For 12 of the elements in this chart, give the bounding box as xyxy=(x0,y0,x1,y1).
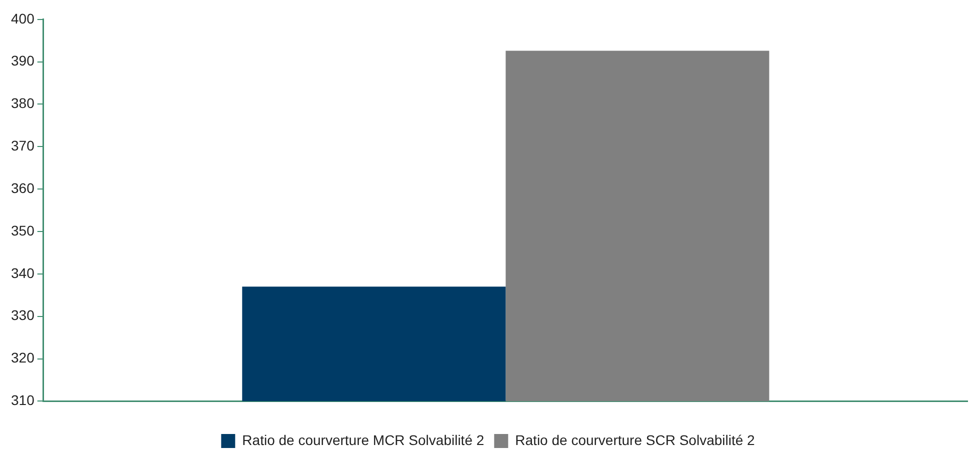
y-tick-label: 330 xyxy=(11,307,35,324)
y-tick-label: 360 xyxy=(11,180,35,196)
legend-label: Ratio de courverture MCR Solvabilité 2 xyxy=(242,432,484,448)
y-tick-label: 380 xyxy=(11,95,35,112)
legend-label: Ratio de courverture SCR Solvabilité 2 xyxy=(515,432,756,448)
y-tick-label: 400 xyxy=(11,10,35,26)
y-tick-label: 310 xyxy=(11,392,35,408)
y-tick-label: 390 xyxy=(11,52,35,69)
y-tick-label: 340 xyxy=(11,264,35,281)
y-tick-label: 370 xyxy=(11,138,35,154)
y-tick-label: 350 xyxy=(11,222,35,238)
y-tick-label: 320 xyxy=(11,350,35,366)
